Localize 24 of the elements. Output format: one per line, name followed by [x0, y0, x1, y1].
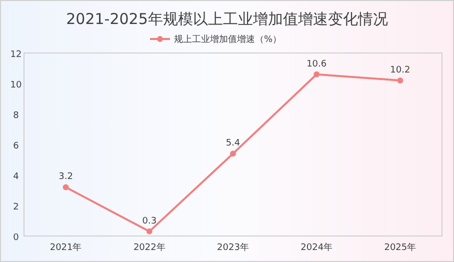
- y-tick-label: 10: [10, 80, 22, 90]
- point: [230, 150, 236, 157]
- x-tick-label: 2024年: [300, 242, 333, 253]
- y-tick-label: 4: [13, 172, 20, 182]
- y-tick-label: 6: [13, 142, 20, 152]
- data-label: 0.3: [142, 216, 157, 226]
- data-label: 10.6: [306, 59, 327, 70]
- y-tick-label: 2: [13, 202, 19, 212]
- data-label: 5.4: [226, 138, 240, 149]
- point: [314, 71, 320, 78]
- y-tick-label: 12: [10, 50, 22, 60]
- y-tick-label: 0: [13, 233, 20, 243]
- data-label: 10.2: [390, 65, 410, 76]
- x-tick-label: 2025年: [384, 242, 416, 253]
- point: [397, 77, 404, 84]
- chart-title: 2021-2025年规模以上工业增加值增速变化情况: [66, 10, 388, 28]
- x-tick-label: 2021年: [50, 242, 82, 253]
- legend-label: 规上工业增加值增速（%）: [174, 34, 282, 45]
- y-tick-label: 8: [13, 111, 20, 121]
- x-tick-label: 2023年: [217, 242, 249, 253]
- x-tick-label: 2022年: [133, 242, 166, 253]
- point: [146, 228, 152, 234]
- point: [62, 184, 69, 190]
- data-label: 3.2: [58, 172, 73, 182]
